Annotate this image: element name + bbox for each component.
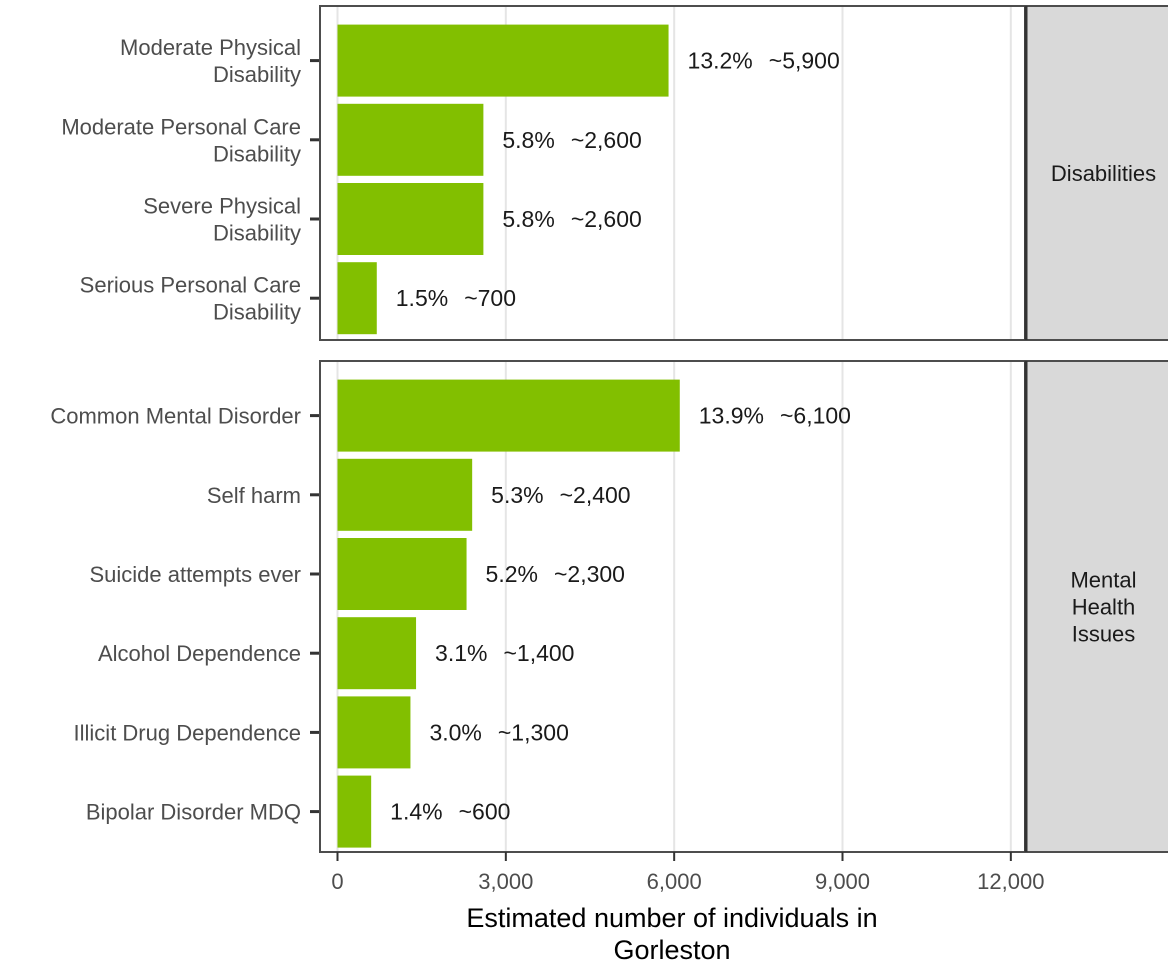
bar <box>337 458 473 531</box>
data-label-percent: 5.8% <box>502 206 554 232</box>
data-label-count: ~6,100 <box>780 403 851 429</box>
data-label-count: ~700 <box>464 285 516 311</box>
category-label: Common Mental Disorder <box>50 404 301 429</box>
data-label-percent: 3.0% <box>429 719 481 745</box>
bar <box>337 262 377 335</box>
category-label: Severe Physical <box>143 194 301 219</box>
category-label: Disability <box>213 62 301 87</box>
data-label-count: ~2,600 <box>571 127 642 153</box>
facet-label: Disabilities <box>1051 161 1156 186</box>
data-label-count: ~2,600 <box>571 206 642 232</box>
category-label: Serious Personal Care <box>80 273 301 298</box>
x-axis-title: Gorleston <box>613 935 730 965</box>
facet-label: Health <box>1072 595 1136 620</box>
bar <box>337 538 467 610</box>
x-tick-label: 12,000 <box>977 869 1044 894</box>
data-label: 5.3% ~2,400 <box>491 482 630 508</box>
data-label-percent: 13.9% <box>699 403 764 429</box>
data-label-percent: 13.2% <box>688 48 753 74</box>
x-tick-label: 0 <box>331 869 343 894</box>
category-label: Suicide attempts ever <box>89 562 301 587</box>
data-label-count: ~5,900 <box>769 48 840 74</box>
bar <box>337 379 680 452</box>
facet-strip <box>1024 360 1168 853</box>
data-label-count: ~2,400 <box>560 482 631 508</box>
facet-label: Issues <box>1072 622 1136 647</box>
data-label: 13.9% ~6,100 <box>699 403 851 429</box>
bar <box>337 617 417 690</box>
category-label: Disability <box>213 141 301 166</box>
category-label: Illicit Drug Dependence <box>74 720 301 745</box>
data-label-count: ~2,300 <box>554 561 625 587</box>
category-label: Bipolar Disorder MDQ <box>86 800 301 825</box>
facet-strip <box>1024 5 1168 341</box>
x-tick-label: 3,000 <box>478 869 533 894</box>
data-label: 13.2% ~5,900 <box>688 48 840 74</box>
data-label: 3.1% ~1,400 <box>435 640 574 666</box>
x-axis-title: Estimated number of individuals in <box>466 903 877 933</box>
category-label: Moderate Personal Care <box>61 114 301 139</box>
data-label-count: ~600 <box>459 799 511 825</box>
category-label: Moderate Physical <box>120 35 301 60</box>
bar <box>337 775 372 848</box>
data-label: 5.2% ~2,300 <box>486 561 625 587</box>
data-label: 1.5% ~700 <box>396 285 516 311</box>
bar <box>337 103 484 176</box>
data-label: 5.8% ~2,600 <box>502 127 641 153</box>
bar <box>337 696 411 769</box>
data-label-count: ~1,400 <box>503 640 574 666</box>
category-label: Disability <box>213 221 301 246</box>
x-tick-label: 6,000 <box>647 869 702 894</box>
bar <box>337 183 484 255</box>
data-label-percent: 3.1% <box>435 640 487 666</box>
facet-label: Mental <box>1070 568 1136 593</box>
data-label-percent: 1.5% <box>396 285 448 311</box>
data-label-percent: 1.4% <box>390 799 442 825</box>
data-label-percent: 5.3% <box>491 482 543 508</box>
facet-panel-2: 13.9% ~6,100 Common Mental Disorder 5.3% ~2,… <box>50 360 1168 853</box>
bar <box>337 24 669 97</box>
data-label-percent: 5.8% <box>502 127 554 153</box>
category-label: Self harm <box>207 483 301 508</box>
data-label: 3.0% ~1,300 <box>429 719 568 745</box>
data-label: 1.4% ~600 <box>390 799 510 825</box>
category-label: Disability <box>213 300 301 325</box>
category-label: Alcohol Dependence <box>98 641 301 666</box>
data-label-percent: 5.2% <box>486 561 538 587</box>
data-label: 5.8% ~2,600 <box>502 206 641 232</box>
x-tick-label: 9,000 <box>815 869 870 894</box>
data-label-count: ~1,300 <box>498 719 569 745</box>
